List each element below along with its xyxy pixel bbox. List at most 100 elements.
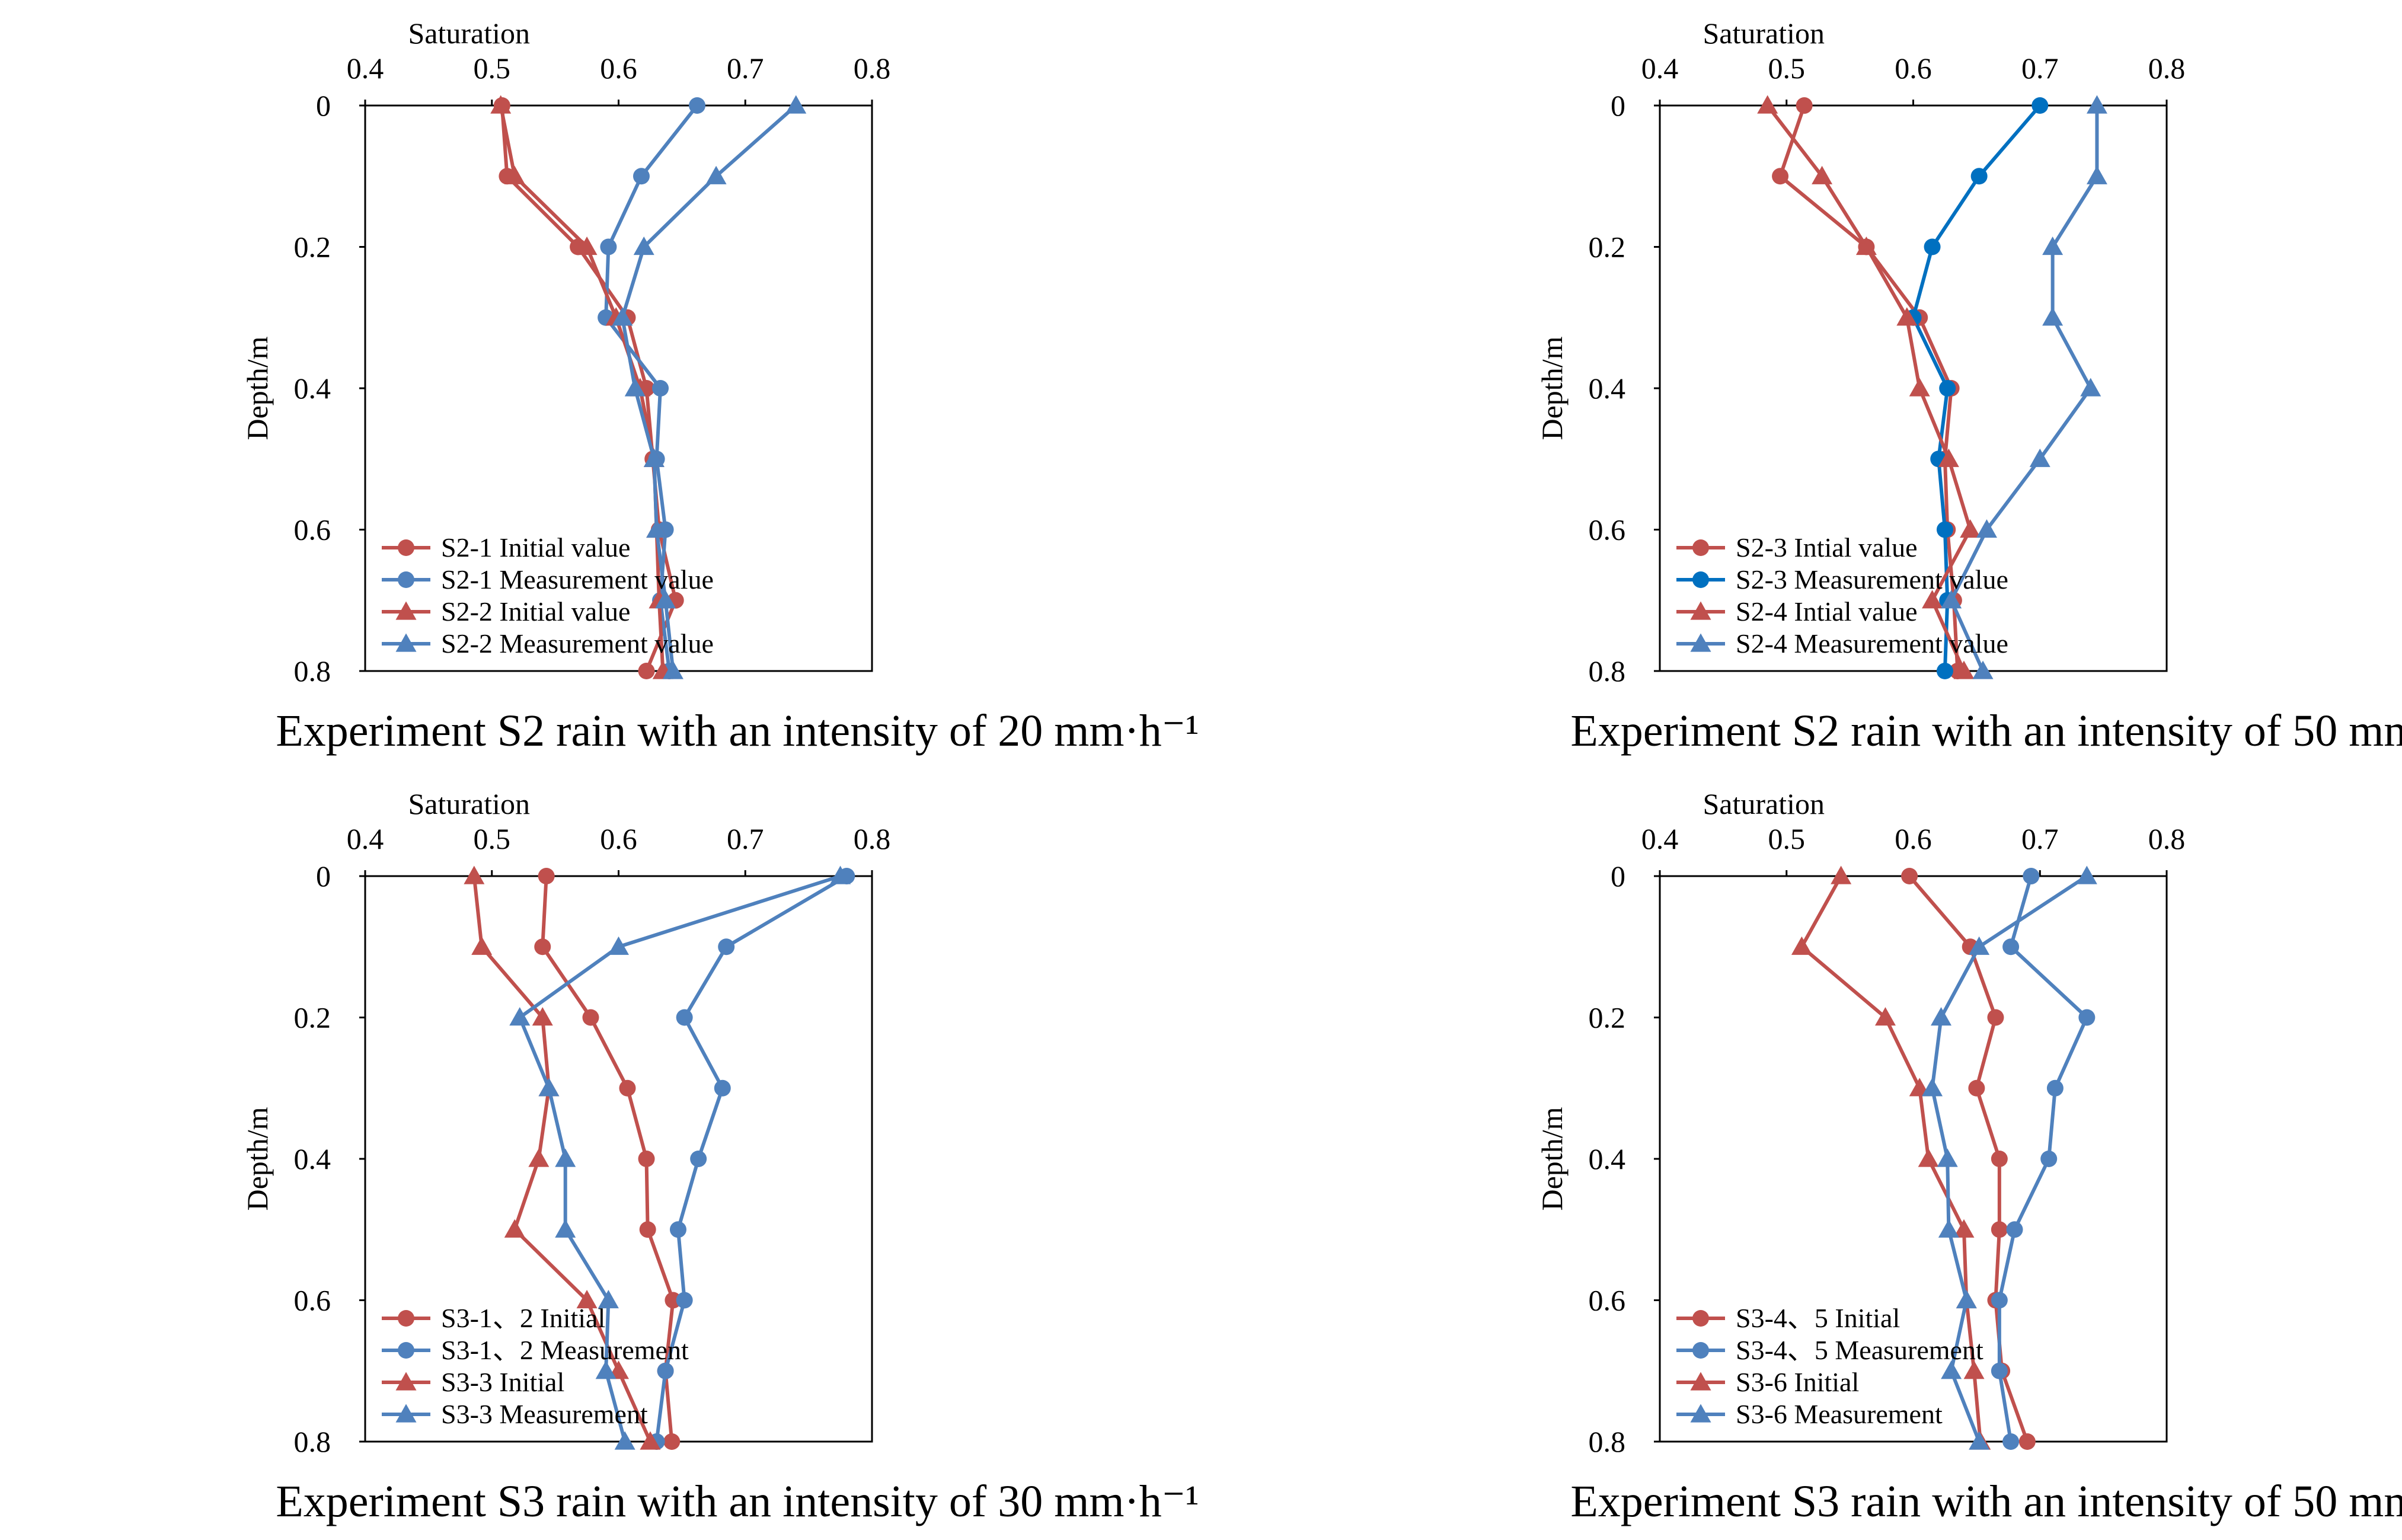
data-point (1941, 1360, 1962, 1379)
legend-label: S3-1、2 Initial (441, 1303, 605, 1333)
legend-marker (395, 633, 417, 652)
legend-marker (1690, 601, 1711, 620)
legend-item: S2-2 Initial value (382, 596, 630, 627)
legend-marker (1692, 1342, 1709, 1359)
legend-marker (1690, 1372, 1711, 1391)
data-point (595, 1360, 617, 1379)
data-point (504, 165, 525, 184)
y-tick-label: 0.8 (1589, 654, 1626, 688)
data-point (663, 1433, 681, 1450)
y-tick-label: 0.4 (1589, 372, 1626, 405)
x-tick-label: 0.8 (854, 822, 891, 855)
x-tick-label: 0.7 (2021, 822, 2059, 855)
legend-label: S3-4、5 Initial (1736, 1303, 1900, 1333)
y-tick-label: 0.6 (1589, 1284, 1626, 1317)
data-point (1922, 1078, 1943, 1097)
x-tick-label: 0.6 (1895, 822, 1932, 855)
data-point (1938, 1219, 1959, 1238)
legend-marker (1692, 539, 1709, 556)
data-point (504, 1219, 525, 1238)
legend-label: S3-6 Initial (1736, 1367, 1859, 1397)
legend-label: S2-1 Initial value (441, 532, 630, 563)
x-tick-label: 0.7 (727, 52, 764, 85)
legend-marker (1690, 633, 1711, 652)
y-tick-label: 0.2 (294, 231, 331, 264)
data-point (1968, 1079, 1985, 1097)
y-tick-label: 0.6 (1589, 513, 1626, 547)
data-point (1831, 865, 1852, 884)
series-3 (1922, 865, 2097, 1450)
legend-marker (398, 1342, 414, 1359)
data-point (2086, 95, 2107, 114)
x-tick-label: 0.5 (1768, 52, 1806, 85)
chart-caption: Experiment S3 rain with an intensity of … (1570, 1477, 2402, 1526)
legend-item: S2-4 Measurement value (1676, 628, 2008, 659)
legend-label: S2-1 Measurement value (441, 564, 714, 595)
data-point (464, 865, 485, 884)
data-point (614, 1431, 635, 1450)
legend-item: S3-4、5 Initial (1676, 1303, 1900, 1333)
data-point (2002, 1433, 2020, 1450)
data-point (785, 95, 807, 114)
legend-item: S3-4、5 Measurement (1676, 1335, 1983, 1365)
chart-panel-s2-50: Saturation Depth/m Experiment S2 rain wi… (1535, 17, 2402, 756)
legend-label: S3-1、2 Measurement (441, 1335, 689, 1365)
y-axis-title: Depth/m (241, 1107, 274, 1210)
y-tick-label: 0.2 (1589, 231, 1626, 264)
data-point (1970, 168, 1988, 185)
data-point (643, 448, 665, 467)
y-tick-label: 0 (316, 860, 331, 893)
x-axis-title: Saturation (1703, 787, 1825, 820)
data-point (1796, 97, 1813, 114)
data-point (1896, 307, 1918, 326)
legend-label: S2-2 Measurement value (441, 628, 714, 659)
data-point (640, 1431, 661, 1450)
data-point (2032, 97, 2049, 114)
data-point (669, 1221, 686, 1238)
data-point (830, 865, 851, 884)
data-point (576, 237, 598, 255)
y-tick-label: 0.4 (1589, 1142, 1626, 1175)
data-point (665, 1292, 682, 1309)
legend-item: S2-2 Measurement value (382, 628, 714, 659)
data-point (1991, 1362, 2008, 1379)
legend-item: S2-4 Intial value (1676, 596, 1918, 627)
data-point (1812, 165, 1833, 184)
data-point (2078, 1009, 2096, 1026)
x-tick-label: 0.4 (347, 822, 384, 855)
data-point (2018, 1433, 2036, 1450)
data-point (555, 1148, 576, 1167)
series-3 (1941, 95, 2107, 679)
data-point (2029, 448, 2050, 467)
legend-item: S3-6 Measurement (1676, 1399, 1943, 1429)
x-tick-label: 0.4 (347, 52, 384, 85)
y-tick-label: 0.6 (294, 1284, 331, 1317)
data-point (2080, 378, 2101, 397)
y-tick-label: 0 (1611, 89, 1625, 122)
legend-label: S2-4 Intial value (1736, 596, 1918, 627)
data-point (705, 165, 727, 184)
x-tick-label: 0.8 (2148, 822, 2186, 855)
data-point (1976, 519, 1997, 538)
data-point (662, 660, 683, 679)
legend-item: S3-1、2 Measurement (382, 1335, 689, 1365)
data-point (1936, 521, 1953, 538)
series-3 (612, 95, 807, 679)
x-tick-label: 0.7 (727, 822, 764, 855)
y-tick-label: 0.2 (294, 1001, 331, 1034)
data-point (1987, 1009, 2004, 1026)
data-point (714, 1079, 731, 1097)
data-point (657, 1362, 674, 1379)
legend-label: S3-6 Measurement (1736, 1399, 1943, 1429)
legend-item: S3-6 Initial (1676, 1367, 1859, 1397)
legend-label: S2-3 Intial value (1736, 532, 1918, 563)
data-point (2006, 1221, 2023, 1238)
y-tick-label: 0.2 (1589, 1001, 1626, 1034)
legend-label: S2-4 Measurement value (1736, 628, 2008, 659)
data-point (1960, 519, 1981, 538)
y-tick-label: 0 (316, 89, 331, 122)
data-point (576, 1290, 598, 1309)
data-point (639, 1221, 656, 1238)
legend-marker (398, 539, 414, 556)
